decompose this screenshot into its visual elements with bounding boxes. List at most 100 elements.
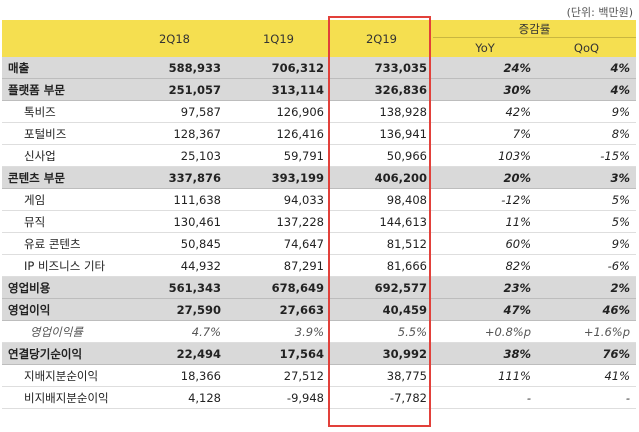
table-row: 포털비즈 128,367 126,416 136,941 7% 8% [2,122,636,145]
cell-yoy: 20% [433,166,537,189]
cell-2q18: 130,461 [122,210,227,233]
cell-2q18: 4.7% [122,320,227,343]
cell-yoy: 103% [433,144,537,167]
table-row: 콘텐츠 부문 337,876 393,199 406,200 20% 3% [2,166,636,189]
table-row: 톡비즈 97,587 126,906 138,928 42% 9% [2,100,636,123]
table-row: 비지배지분순이익 4,128 -9,948 -7,782- - [2,386,636,409]
cell-1q19: 393,199 [227,166,330,189]
cell-1q19: 59,791 [227,144,330,167]
cell-2q19: -7,782 [330,386,433,409]
cell-1q19: 678,649 [227,276,330,299]
header-period-1q19: 1Q19 [227,20,330,57]
cell-2q18: 50,845 [122,232,227,255]
row-label: 신사업 [2,144,122,167]
cell-2q19: 733,035 [330,57,433,79]
financial-table: 2Q18 1Q19 2Q19 증감률 YoY QoQ 매출 588,933 706,… [2,20,636,409]
table-row: 연결당기순이익 22,494 17,564 30,992 38% 76% [2,342,636,365]
cell-yoy: 23% [433,276,537,299]
row-label: 비지배지분순이익 [2,386,122,409]
cell-2q19: 30,992 [330,342,433,365]
cell-yoy: 47% [433,298,537,321]
cell-qoq: 4% [537,57,636,79]
cell-2q19: 81,666 [330,254,433,277]
cell-qoq: -6% [537,254,636,277]
cell-qoq: 5% [537,210,636,233]
cell-qoq: - [537,386,636,409]
header-qoq: QoQ [537,37,636,57]
cell-qoq: 5% [537,188,636,211]
cell-2q19: 38,775 [330,364,433,387]
row-label: 유료 콘텐츠 [2,232,122,255]
cell-1q19: 137,228 [227,210,330,233]
table-row: 유료 콘텐츠 50,845 74,647 81,512 60% 9% [2,232,636,255]
table-row: 영업이익 27,590 27,663 40,459 47% 46% [2,298,636,321]
table-row: 매출 588,933 706,312 733,035 24% 4% [2,57,636,79]
cell-yoy: 24% [433,57,537,79]
cell-yoy: 11% [433,210,537,233]
cell-2q18: 588,933 [122,57,227,79]
table-row: 게임 111,638 94,033 98,408 -12% 5% [2,188,636,211]
cell-2q19: 40,459 [330,298,433,321]
cell-yoy: 38% [433,342,537,365]
cell-2q18: 22,494 [122,342,227,365]
table-row: IP 비즈니스 기타 44,932 87,291 81,666 82% -6% [2,254,636,277]
header-change-group: 증감률 [433,20,636,38]
cell-2q18: 128,367 [122,122,227,145]
cell-1q19: 74,647 [227,232,330,255]
header-blank [2,20,122,57]
cell-yoy: 111% [433,364,537,387]
cell-1q19: 3.9% [227,320,330,343]
cell-qoq: 4% [537,78,636,101]
header-period-2q19: 2Q19 [330,20,433,57]
row-label: 영업이익 [2,298,122,321]
cell-2q19: 692,577 [330,276,433,299]
cell-2q19: 144,613 [330,210,433,233]
cell-2q18: 251,057 [122,78,227,101]
row-label: 연결당기순이익 [2,342,122,365]
cell-qoq: 76% [537,342,636,365]
cell-yoy: +0.8%p [433,320,537,343]
row-label: 콘텐츠 부문 [2,166,122,189]
row-label: 영업이익률 [2,320,122,343]
row-label: 게임 [2,188,122,211]
cell-2q19: 5.5% [330,320,433,343]
cell-1q19: 126,416 [227,122,330,145]
row-label: 뮤직 [2,210,122,233]
cell-1q19: 27,512 [227,364,330,387]
cell-1q19: 94,033 [227,188,330,211]
cell-2q19: 326,836 [330,78,433,101]
cell-yoy: 60% [433,232,537,255]
cell-1q19: 313,114 [227,78,330,101]
unit-note: (단위: 백만원) [566,6,633,19]
row-label: 포털비즈 [2,122,122,145]
row-label: 톡비즈 [2,100,122,123]
cell-1q19: 126,906 [227,100,330,123]
cell-1q19: 87,291 [227,254,330,277]
table-row: 신사업 25,103 59,791 50,966 103% -15% [2,144,636,167]
cell-qoq: 9% [537,232,636,255]
cell-2q18: 18,366 [122,364,227,387]
cell-1q19: 17,564 [227,342,330,365]
cell-qoq: 46% [537,298,636,321]
cell-yoy: 42% [433,100,537,123]
header-yoy: YoY [433,37,537,57]
cell-2q19: 138,928 [330,100,433,123]
table-body: 매출 588,933 706,312 733,035 24% 4% 플랫폼 부문 251,05… [2,57,636,409]
table-row: 영업이익률 4.7% 3.9% 5.5% +0.8%p +1.6%p [2,320,636,343]
cell-2q18: 111,638 [122,188,227,211]
cell-2q18: 44,932 [122,254,227,277]
row-label: 플랫폼 부문 [2,78,122,101]
cell-1q19: 706,312 [227,57,330,79]
cell-2q18: 4,128 [122,386,227,409]
cell-qoq: 3% [537,166,636,189]
table-row: 지배지분순이익 18,366 27,512 38,775 111% 41% [2,364,636,387]
header-period-2q18: 2Q18 [122,20,227,57]
row-label: 매출 [2,57,122,79]
row-label: 지배지분순이익 [2,364,122,387]
cell-1q19: -9,948 [227,386,330,409]
cell-2q18: 25,103 [122,144,227,167]
cell-2q19: 136,941 [330,122,433,145]
table-row: 뮤직 130,461 137,228 144,613 11% 5% [2,210,636,233]
cell-2q18: 561,343 [122,276,227,299]
cell-yoy: -12% [433,188,537,211]
